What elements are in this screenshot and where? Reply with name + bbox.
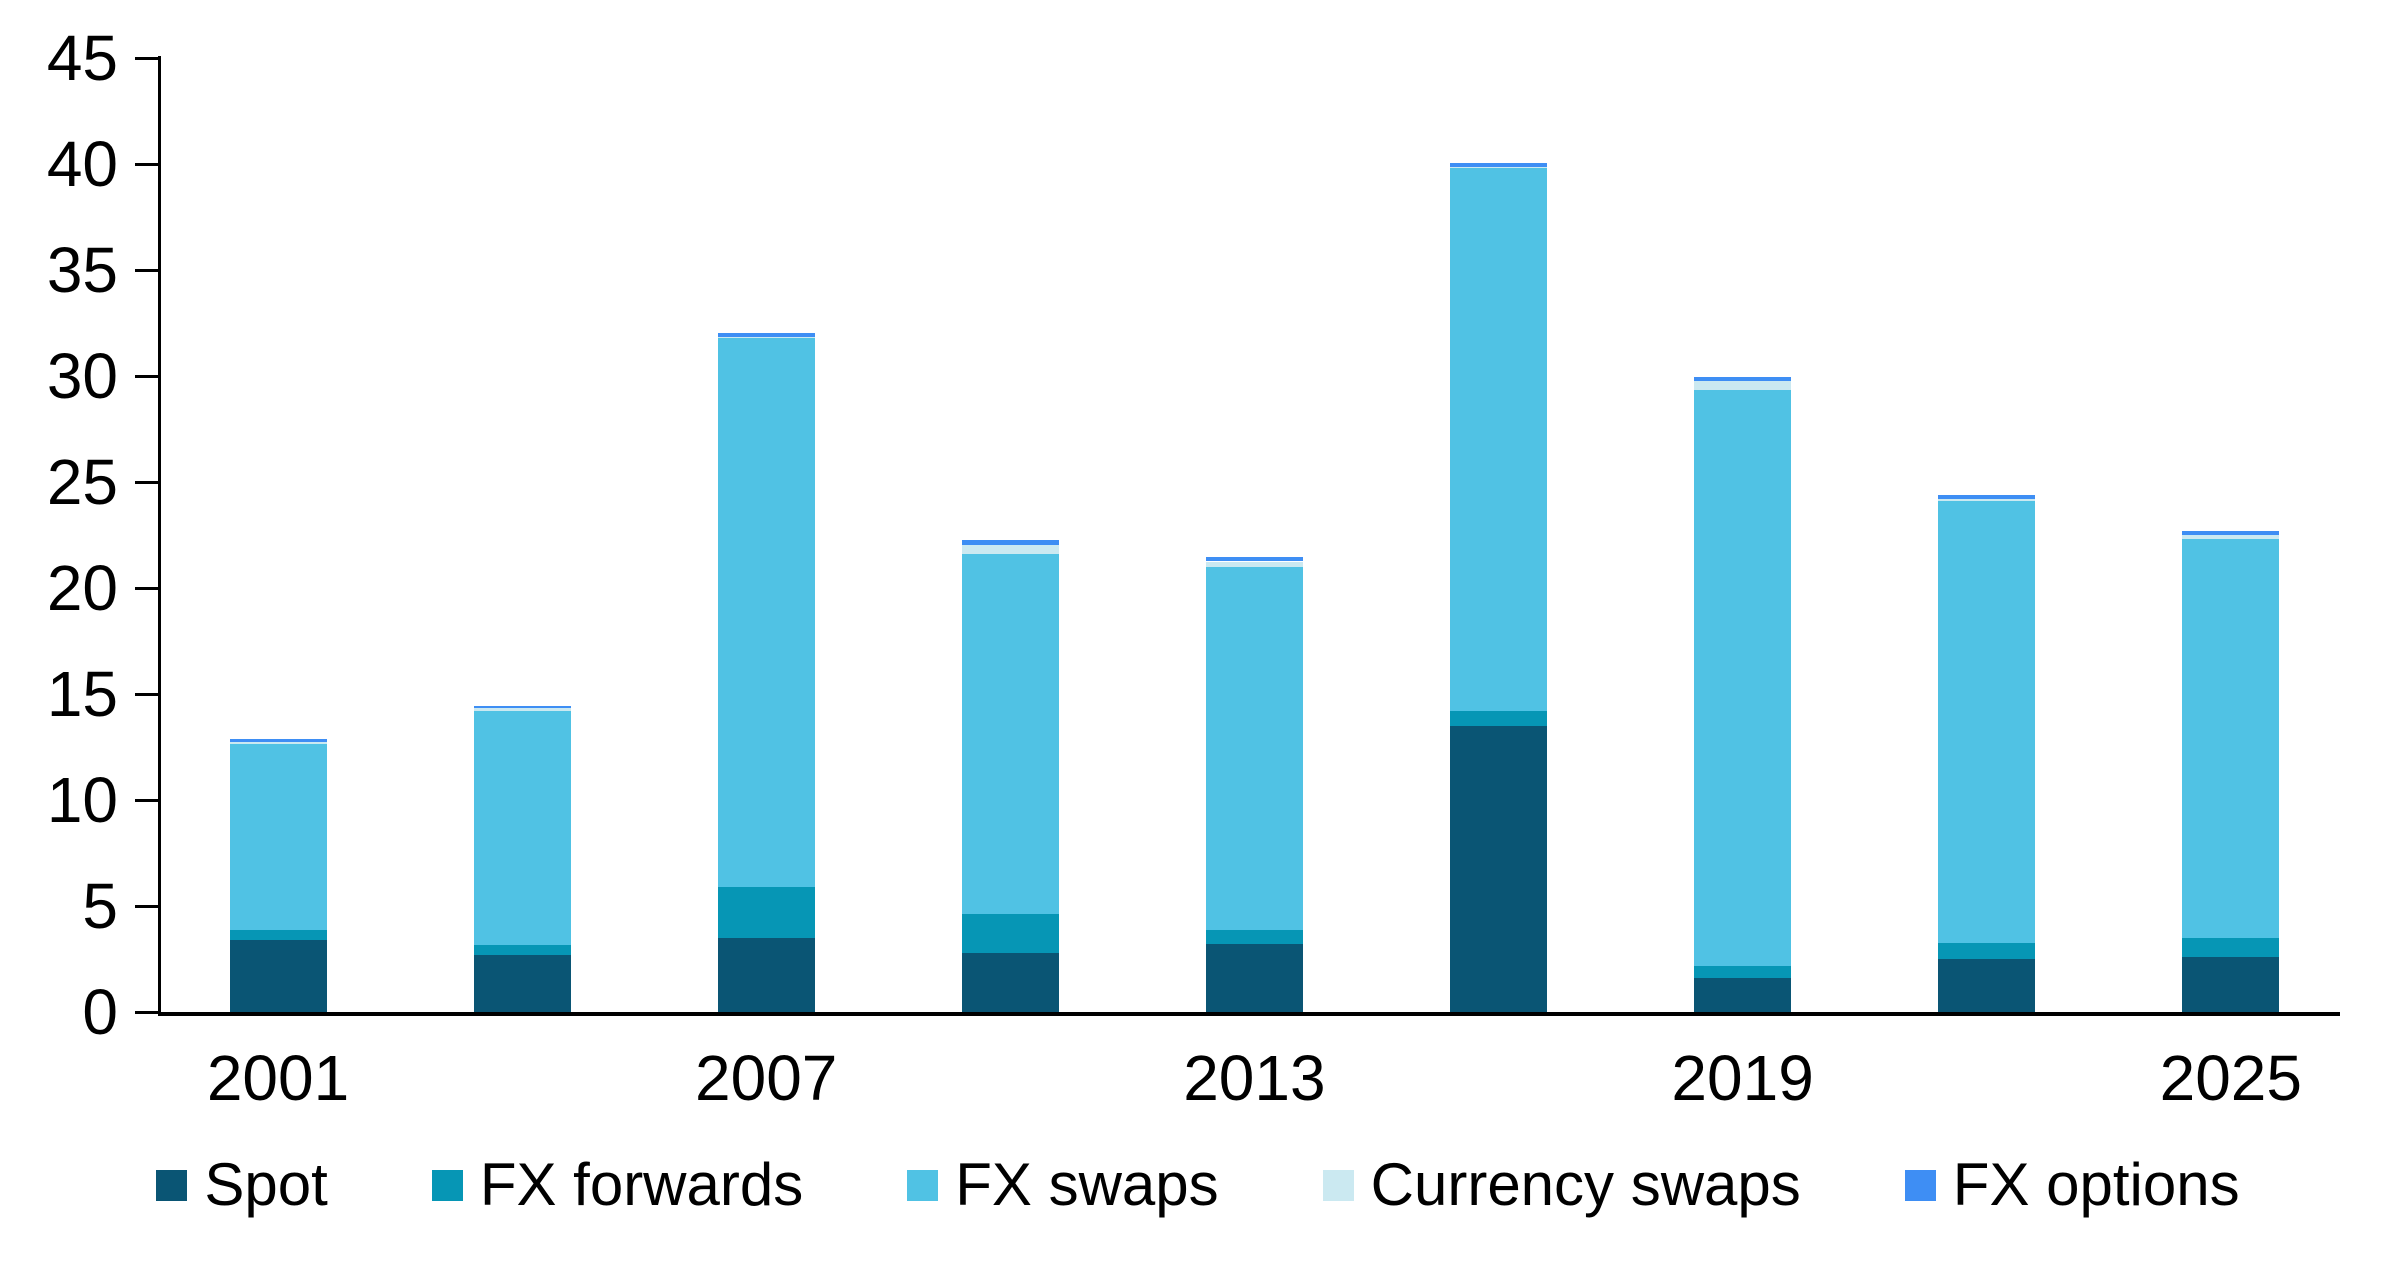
bar-2016-fx-swaps (1450, 168, 1547, 711)
bar-2013-currency-swaps (1205, 561, 1303, 567)
legend-item-fx-options: FX options (1904, 1151, 2240, 1218)
chart-legend: Spot FX forwards FX swaps Currency swaps FX … (0, 1152, 2396, 1218)
bar-2019-fx-forwards (1694, 966, 1792, 979)
x-axis-line (158, 1012, 2340, 1016)
bar-2013-fx-forwards (1205, 930, 1303, 945)
bar-2016-fx-options (1450, 162, 1547, 168)
legend-label: FX forwards (479, 1151, 804, 1218)
bar-2001-fx-forwards (229, 930, 327, 940)
y-axis-line (158, 56, 161, 1014)
bar-2004-fx-options (473, 705, 571, 708)
y-tick-label: 35 (46, 234, 118, 306)
legend-label: Currency swaps (1370, 1151, 1801, 1218)
bar-2013-fx-swaps (1205, 566, 1303, 931)
bar-2022-currency-swaps (1938, 498, 2036, 502)
legend-item-fx-forwards: FX forwards (431, 1151, 804, 1218)
bar-2007-fx-options (717, 332, 815, 337)
legend-label: FX options (1952, 1151, 2240, 1218)
legend-item-fx-swaps: FX swaps (907, 1151, 1219, 1218)
bar-2013-spot (1205, 944, 1303, 1012)
bar-2022-fx-forwards (1938, 943, 2036, 959)
bar-2001-fx-options (229, 738, 327, 742)
bar-2025-fx-forwards (2182, 937, 2280, 957)
bar-2019-fx-swaps (1694, 389, 1792, 967)
y-tick-mark (135, 904, 158, 908)
bar-2016-currency-swaps (1450, 167, 1547, 169)
bar-2025-fx-options (2182, 530, 2280, 535)
bar-2007-fx-swaps (717, 337, 815, 887)
bar-2007-spot (717, 937, 815, 1012)
x-axis-label: 2019 (1671, 1042, 1814, 1114)
bar-2025-spot (2182, 956, 2280, 1012)
y-tick-mark (135, 268, 158, 272)
bar-2019-spot (1694, 978, 1792, 1012)
bar-2004-fx-swaps (473, 710, 571, 946)
bar-2004-spot (473, 954, 571, 1012)
bar-2004-fx-forwards (473, 945, 571, 955)
bar-2022-fx-options (1938, 494, 2036, 499)
x-axis-label: 2007 (695, 1042, 838, 1114)
bar-2010-fx-options (961, 540, 1059, 545)
bar-2022-fx-swaps (1938, 501, 2036, 944)
legend-item-spot: Spot (156, 1151, 328, 1218)
y-tick-mark (135, 162, 158, 166)
legend-item-currency-swaps: Currency swaps (1322, 1151, 1801, 1218)
y-tick-mark (135, 56, 158, 60)
bar-2013-fx-options (1205, 557, 1303, 562)
y-tick-label: 40 (46, 128, 118, 200)
bar-2019-currency-swaps (1694, 381, 1792, 390)
y-tick-mark (135, 1010, 158, 1014)
bar-2025-currency-swaps (2182, 535, 2280, 540)
bar-2016-fx-forwards (1450, 710, 1547, 726)
y-tick-mark (135, 374, 158, 378)
y-tick-label: 45 (46, 22, 118, 94)
bar-2022-spot (1938, 959, 2036, 1012)
x-axis-label: 2025 (2159, 1042, 2302, 1114)
y-tick-label: 15 (46, 658, 118, 730)
y-tick-label: 25 (46, 446, 118, 518)
legend-label: Spot (204, 1151, 328, 1218)
y-tick-label: 30 (46, 340, 118, 412)
x-axis-label: 2001 (206, 1042, 350, 1114)
legend-swatch-currency-swaps (1322, 1169, 1354, 1201)
bar-2007-fx-forwards (717, 886, 815, 938)
bar-2001-spot (229, 939, 327, 1012)
y-tick-label: 10 (46, 764, 118, 836)
y-tick-mark (135, 798, 158, 802)
legend-swatch-fx-swaps (907, 1169, 939, 1201)
bar-2004-currency-swaps (473, 707, 571, 711)
bar-2019-fx-options (1694, 377, 1792, 382)
bar-2001-currency-swaps (229, 741, 327, 744)
legend-label: FX swaps (955, 1151, 1219, 1218)
bar-2010-fx-forwards (961, 914, 1059, 953)
legend-swatch-fx-options (1904, 1169, 1936, 1201)
bar-2010-fx-swaps (961, 554, 1059, 915)
bar-2010-currency-swaps (961, 544, 1059, 555)
y-tick-label: 0 (82, 976, 118, 1048)
bar-2025-fx-swaps (2182, 539, 2280, 938)
y-tick-label: 5 (82, 870, 118, 942)
bar-2007-currency-swaps (717, 336, 815, 338)
bar-2010-spot (961, 952, 1059, 1012)
y-tick-mark (135, 586, 158, 590)
bar-2001-fx-swaps (229, 743, 327, 931)
bar-2016-spot (1450, 725, 1547, 1012)
x-axis-label: 2013 (1183, 1042, 1326, 1114)
y-tick-mark (135, 480, 158, 484)
y-tick-label: 20 (46, 552, 118, 624)
legend-swatch-fx-forwards (431, 1169, 463, 1201)
y-tick-mark (135, 692, 158, 696)
legend-swatch-spot (156, 1169, 188, 1201)
